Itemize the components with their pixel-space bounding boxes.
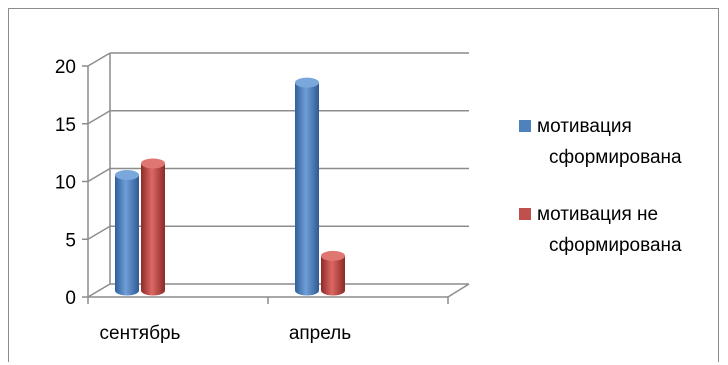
legend-label: сформирована bbox=[549, 235, 682, 256]
y-tick-label: 10 bbox=[55, 173, 76, 194]
x-tick-label: сентябрь bbox=[100, 323, 181, 344]
bar-top bbox=[321, 250, 345, 261]
y-tick-label: 0 bbox=[65, 288, 76, 309]
legend-swatch bbox=[519, 120, 531, 132]
bar-body bbox=[295, 82, 319, 296]
legend-swatch bbox=[519, 208, 531, 220]
gridline-diagonal bbox=[87, 52, 111, 67]
bar-top bbox=[295, 77, 319, 88]
legend-label: мотивация не bbox=[537, 204, 658, 225]
bar-top bbox=[115, 170, 139, 180]
bar bbox=[321, 250, 345, 296]
gridline-diagonal bbox=[87, 167, 111, 183]
legend-label: мотивация bbox=[537, 116, 632, 137]
y-tick-label: 5 bbox=[65, 230, 76, 251]
bar-body bbox=[141, 163, 165, 296]
legend-label: сформирована bbox=[549, 147, 682, 168]
bar-body bbox=[115, 175, 139, 296]
gridline-diagonal bbox=[87, 225, 111, 240]
bar-top bbox=[141, 158, 165, 169]
bar bbox=[295, 77, 319, 296]
gridline-diagonal bbox=[87, 110, 111, 125]
bar bbox=[141, 158, 165, 296]
x-tick-label: апрель bbox=[289, 323, 351, 344]
y-tick-label: 20 bbox=[55, 57, 76, 78]
gridline-diagonal bbox=[87, 283, 111, 298]
y-tick-label: 15 bbox=[55, 115, 76, 136]
bar-body bbox=[321, 255, 345, 296]
floor-right-edge bbox=[447, 283, 470, 298]
bar bbox=[115, 170, 139, 296]
